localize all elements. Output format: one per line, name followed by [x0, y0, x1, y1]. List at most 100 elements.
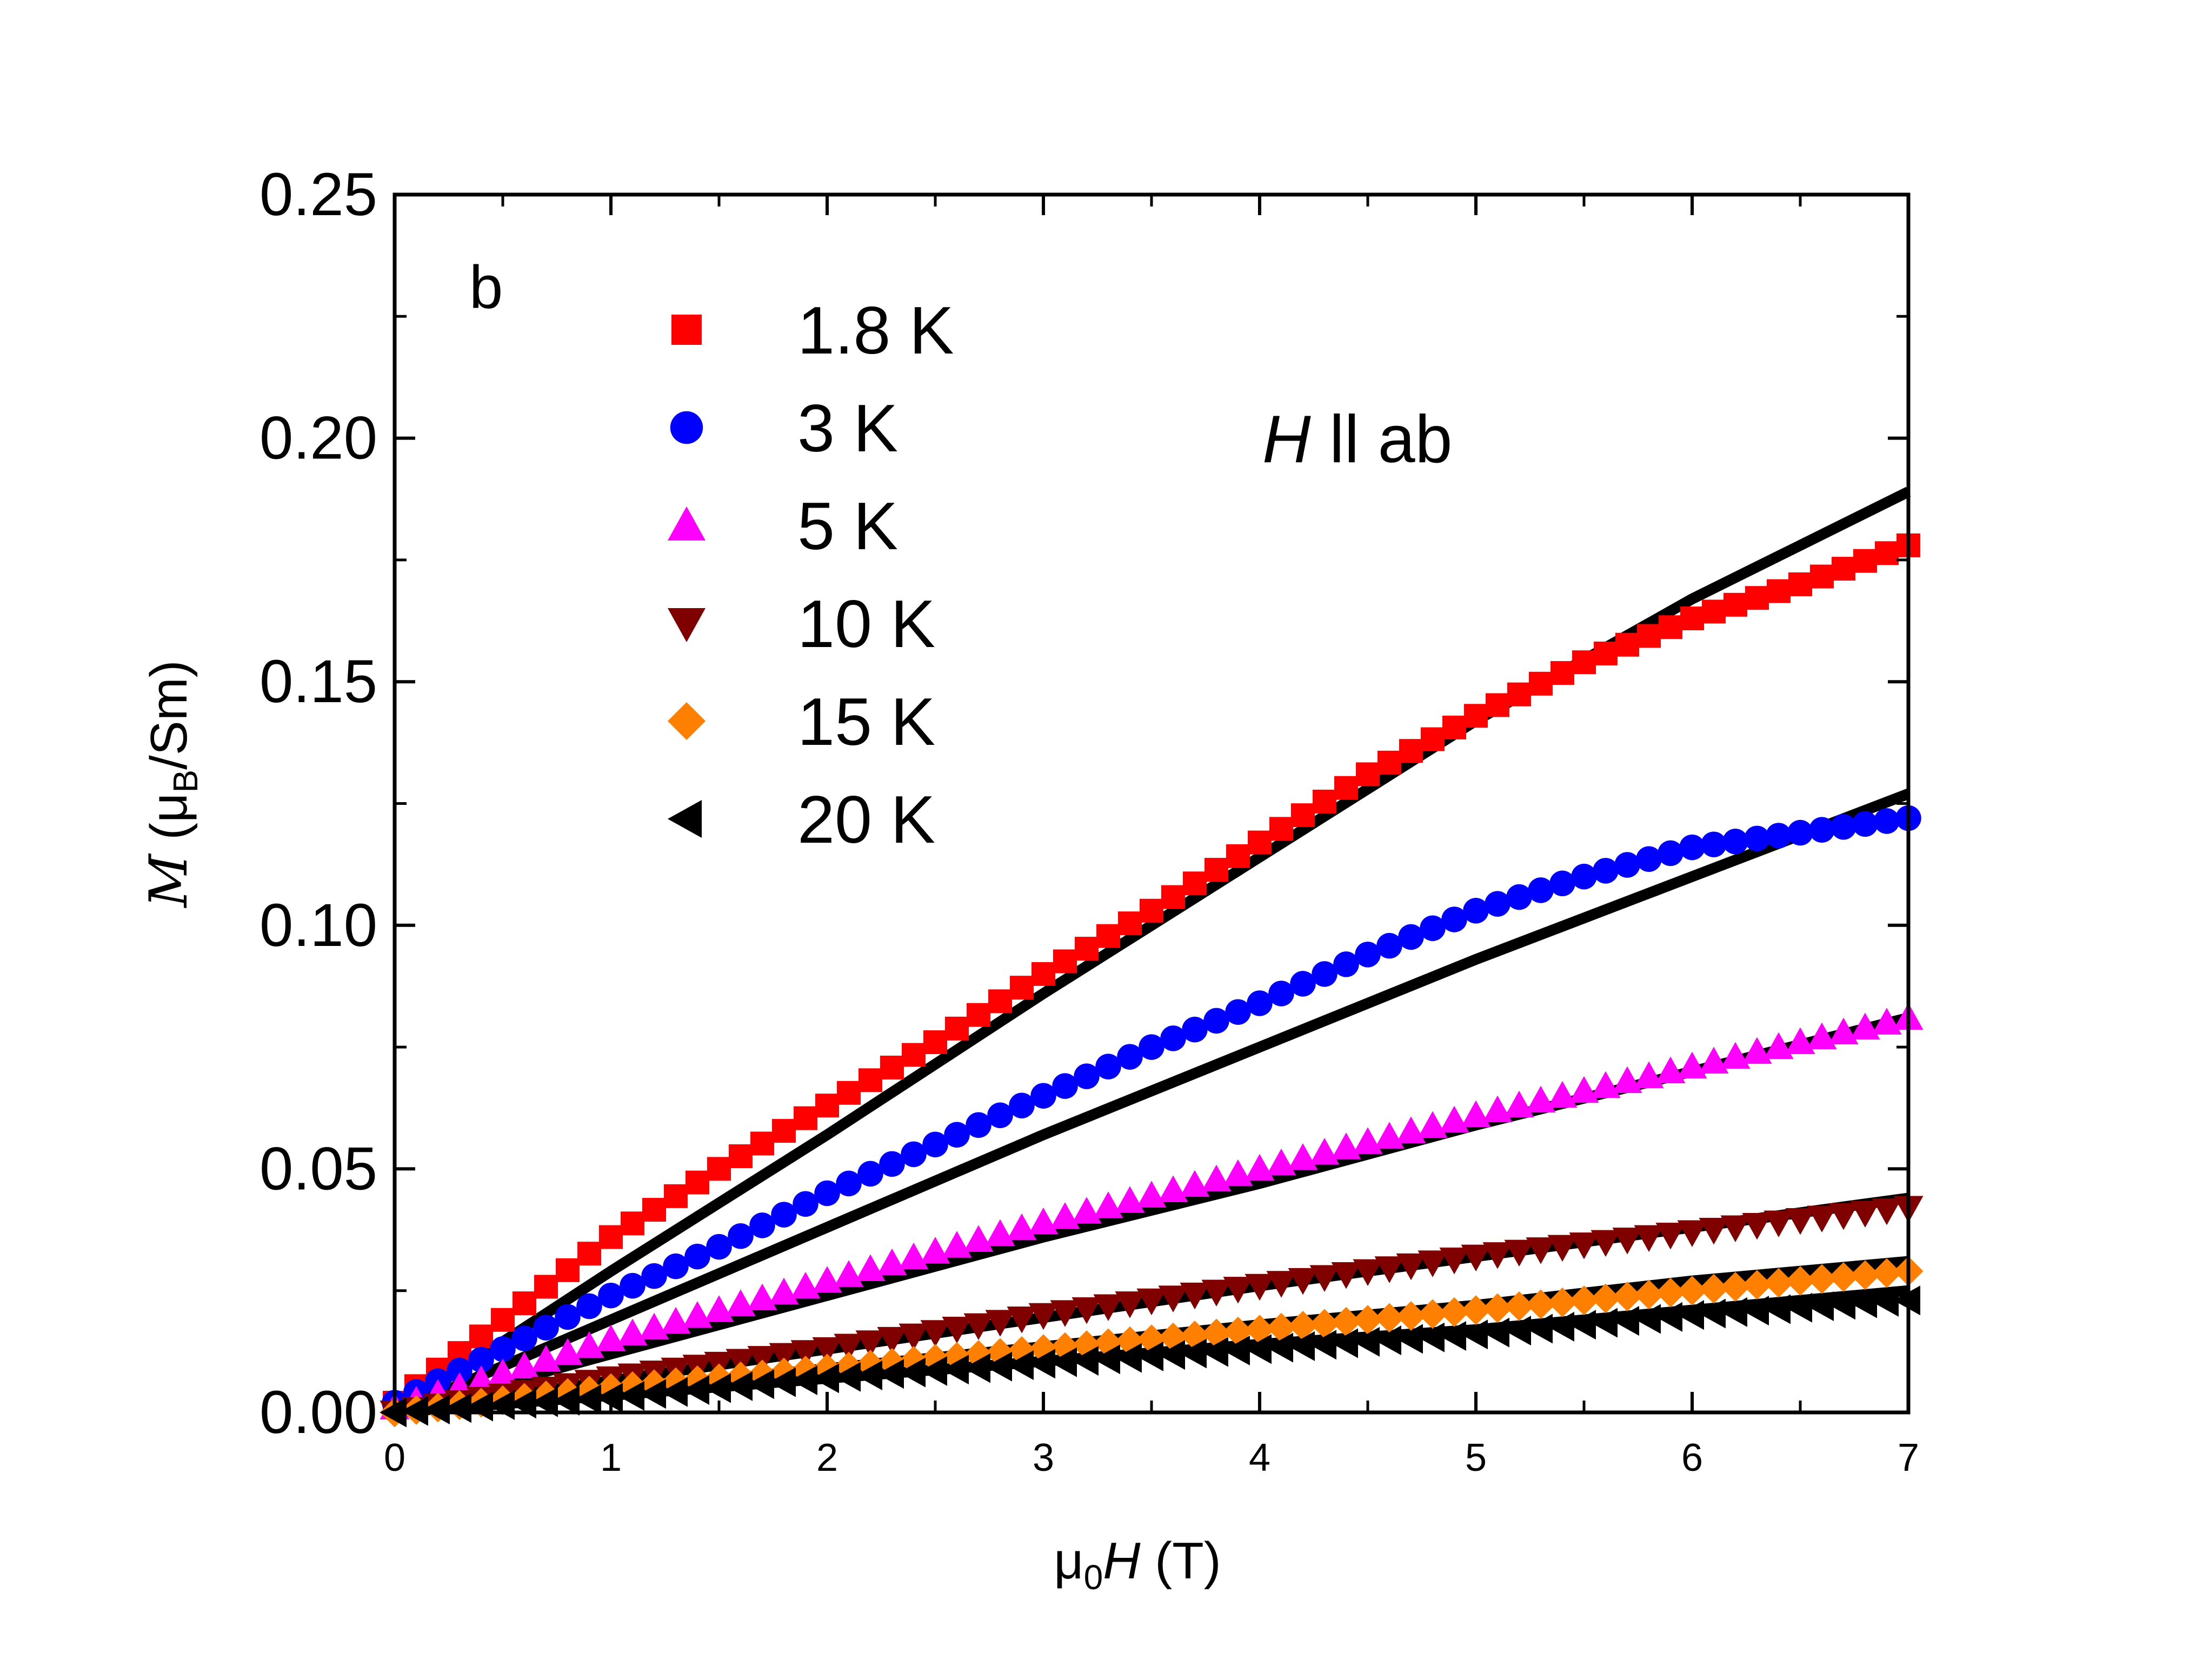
data-point: [1095, 1054, 1121, 1079]
data-point: [1504, 1090, 1534, 1118]
data-point: [1547, 1287, 1578, 1317]
data-point: [1007, 1350, 1034, 1381]
data-point: [598, 1282, 624, 1309]
data-point: [1201, 1164, 1232, 1192]
x-label-sub: 0: [1084, 1558, 1103, 1597]
data-point: [1396, 1116, 1426, 1144]
data-point: [1612, 1066, 1642, 1094]
data-point: [1032, 962, 1055, 986]
data-point: [1634, 1279, 1664, 1310]
x-label-symbol: H: [1103, 1532, 1141, 1590]
data-point: [1699, 1298, 1726, 1329]
data-point: [1421, 727, 1445, 751]
data-point: [1787, 819, 1813, 846]
data-point: [1160, 1025, 1186, 1051]
data-point: [747, 1346, 777, 1373]
axis-ticks: 0 1 2 3 4 5 6 7 0.00 0.05 0.10 0.15 0.20 0.25: [259, 161, 1919, 1479]
data-point: [1504, 1316, 1531, 1346]
data-point: [855, 1361, 882, 1391]
data-point: [1093, 1191, 1123, 1218]
data-point: [1093, 1294, 1123, 1322]
panel-label: b: [469, 254, 503, 321]
data-point: [1569, 1285, 1599, 1316]
data-point: [1115, 1186, 1145, 1213]
legend-marker: [668, 608, 706, 642]
fit-curve: [391, 486, 1911, 1417]
data-point: [1810, 564, 1834, 589]
x-tick-label: 0: [384, 1436, 405, 1479]
data-point: [857, 1161, 883, 1187]
data-point: [1461, 1244, 1491, 1272]
data-point: [967, 1003, 990, 1027]
data-point: [1486, 693, 1509, 717]
data-point: [942, 1231, 972, 1258]
data-point: [1850, 1012, 1880, 1040]
data-point: [1550, 661, 1574, 685]
data-point: [1075, 937, 1099, 961]
data-point: [769, 1277, 799, 1305]
data-point: [1439, 1297, 1469, 1327]
data-point: [1158, 1175, 1188, 1203]
y-tick-label: 0.10: [259, 891, 377, 959]
data-point: [855, 1254, 886, 1282]
data-point: [1571, 863, 1597, 890]
data-point: [1074, 1063, 1100, 1089]
data-point: [1201, 1337, 1228, 1367]
data-point: [513, 1291, 536, 1316]
x-tick-label: 4: [1249, 1436, 1270, 1479]
data-point: [1828, 1017, 1859, 1045]
data-point: [707, 1157, 731, 1181]
data-point: [1702, 599, 1726, 624]
field-direction-annotation: H ll ab: [1262, 402, 1453, 477]
legend-label: 15 K: [797, 685, 935, 759]
data-point: [1547, 1235, 1578, 1262]
data-point: [704, 1373, 731, 1403]
data-point: [1115, 1291, 1145, 1318]
data-point: [1612, 1306, 1639, 1336]
data-point: [1309, 1138, 1340, 1165]
data-point: [1482, 1242, 1513, 1269]
data-point: [1764, 1268, 1794, 1298]
data-point: [1591, 1071, 1621, 1098]
data-point: [1374, 1256, 1405, 1283]
data-point: [444, 1393, 471, 1423]
data-point: [1309, 1309, 1340, 1339]
data-point: [1785, 1027, 1815, 1055]
data-point: [902, 1043, 926, 1067]
legend-item: 20 K: [668, 783, 935, 857]
data-point: [1828, 1262, 1859, 1292]
data-point: [1312, 961, 1337, 987]
data-point: [1828, 1290, 1855, 1320]
data-point: [663, 1253, 689, 1279]
y-label-symbol: M: [138, 853, 199, 909]
data-point: [533, 1315, 559, 1341]
data-point: [1485, 891, 1510, 917]
data-point: [1288, 1311, 1318, 1341]
data-point: [511, 1325, 537, 1351]
data-point: [747, 1369, 774, 1399]
data-point: [1461, 1100, 1491, 1128]
data-point: [1288, 1268, 1318, 1295]
data-point: [837, 1081, 861, 1105]
data-point: [1723, 592, 1747, 617]
data-point: [834, 1260, 864, 1287]
data-point: [985, 1351, 1012, 1382]
data-point: [1612, 1228, 1642, 1255]
data-point: [1809, 817, 1835, 843]
data-point: [468, 1346, 494, 1373]
data-point: [1050, 1347, 1077, 1377]
data-point: [1612, 1282, 1642, 1312]
data-point: [642, 1198, 666, 1222]
data-point: [553, 1338, 583, 1365]
data-point: [1699, 1046, 1729, 1074]
data-point: [1828, 1203, 1859, 1230]
data-point: [1764, 1294, 1791, 1324]
data-point: [1374, 1325, 1401, 1356]
series-0: [383, 533, 1920, 1415]
data-point: [1594, 641, 1618, 665]
data-point: [944, 1122, 970, 1148]
data-point: [423, 1395, 450, 1425]
data-point: [1832, 557, 1855, 581]
data-point: [880, 1055, 904, 1079]
data-point: [1439, 1105, 1469, 1133]
